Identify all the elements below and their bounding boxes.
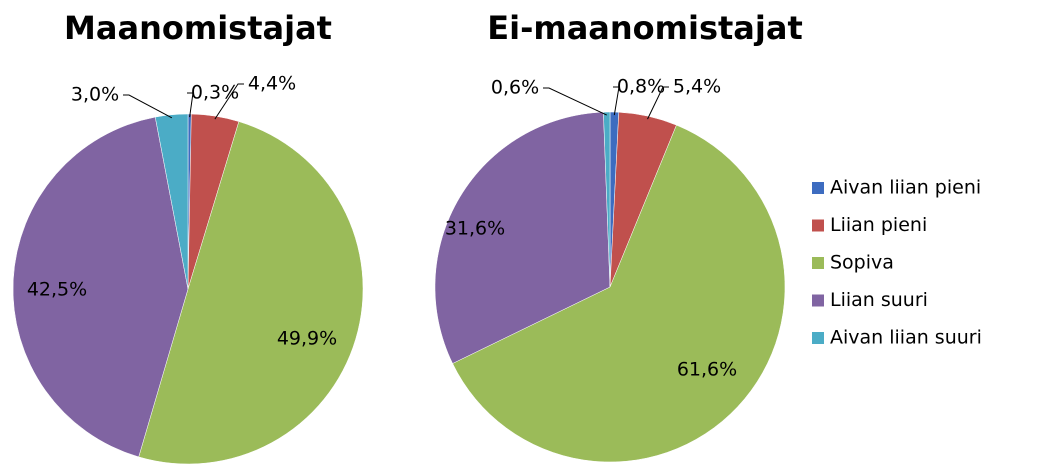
legend-swatch [812,257,824,269]
chart-title: Maanomistajat [64,9,332,47]
data-label: 4,4% [248,73,296,95]
leader-line [123,94,173,119]
pie-slice [434,111,611,364]
pie-slice [138,121,364,465]
data-label: 3,0% [71,84,119,106]
legend-swatch [812,182,824,194]
data-label: 0,8% [617,76,665,98]
legend-swatch [812,294,824,307]
legend-label: Aivan liian suuri [830,327,982,349]
leader-line [214,83,244,120]
leader-line [543,87,607,116]
data-label: 0,6% [491,77,539,99]
pie-slice [12,116,189,458]
legend-label: Liian pieni [830,214,927,236]
data-label: 5,4% [673,76,721,98]
legend-label: Liian suuri [830,289,928,311]
leader-line [187,92,194,118]
pie-slice [603,111,611,288]
pie-slice [154,113,189,290]
data-label: 0,3% [191,82,239,104]
legend-swatch [812,219,824,232]
data-label: 31,6% [445,218,505,240]
legend-label: Aivan liian pieni [830,177,981,199]
pie-slice [452,124,786,463]
legend-swatch [812,332,824,344]
legend-label: Sopiva [830,252,894,274]
data-label: 42,5% [27,279,87,301]
data-label: 61,6% [677,359,737,381]
data-label: 49,9% [277,328,337,350]
chart-title: Ei-maanomistajat [487,9,803,47]
leader-line [647,86,669,120]
leader-line [613,86,620,116]
